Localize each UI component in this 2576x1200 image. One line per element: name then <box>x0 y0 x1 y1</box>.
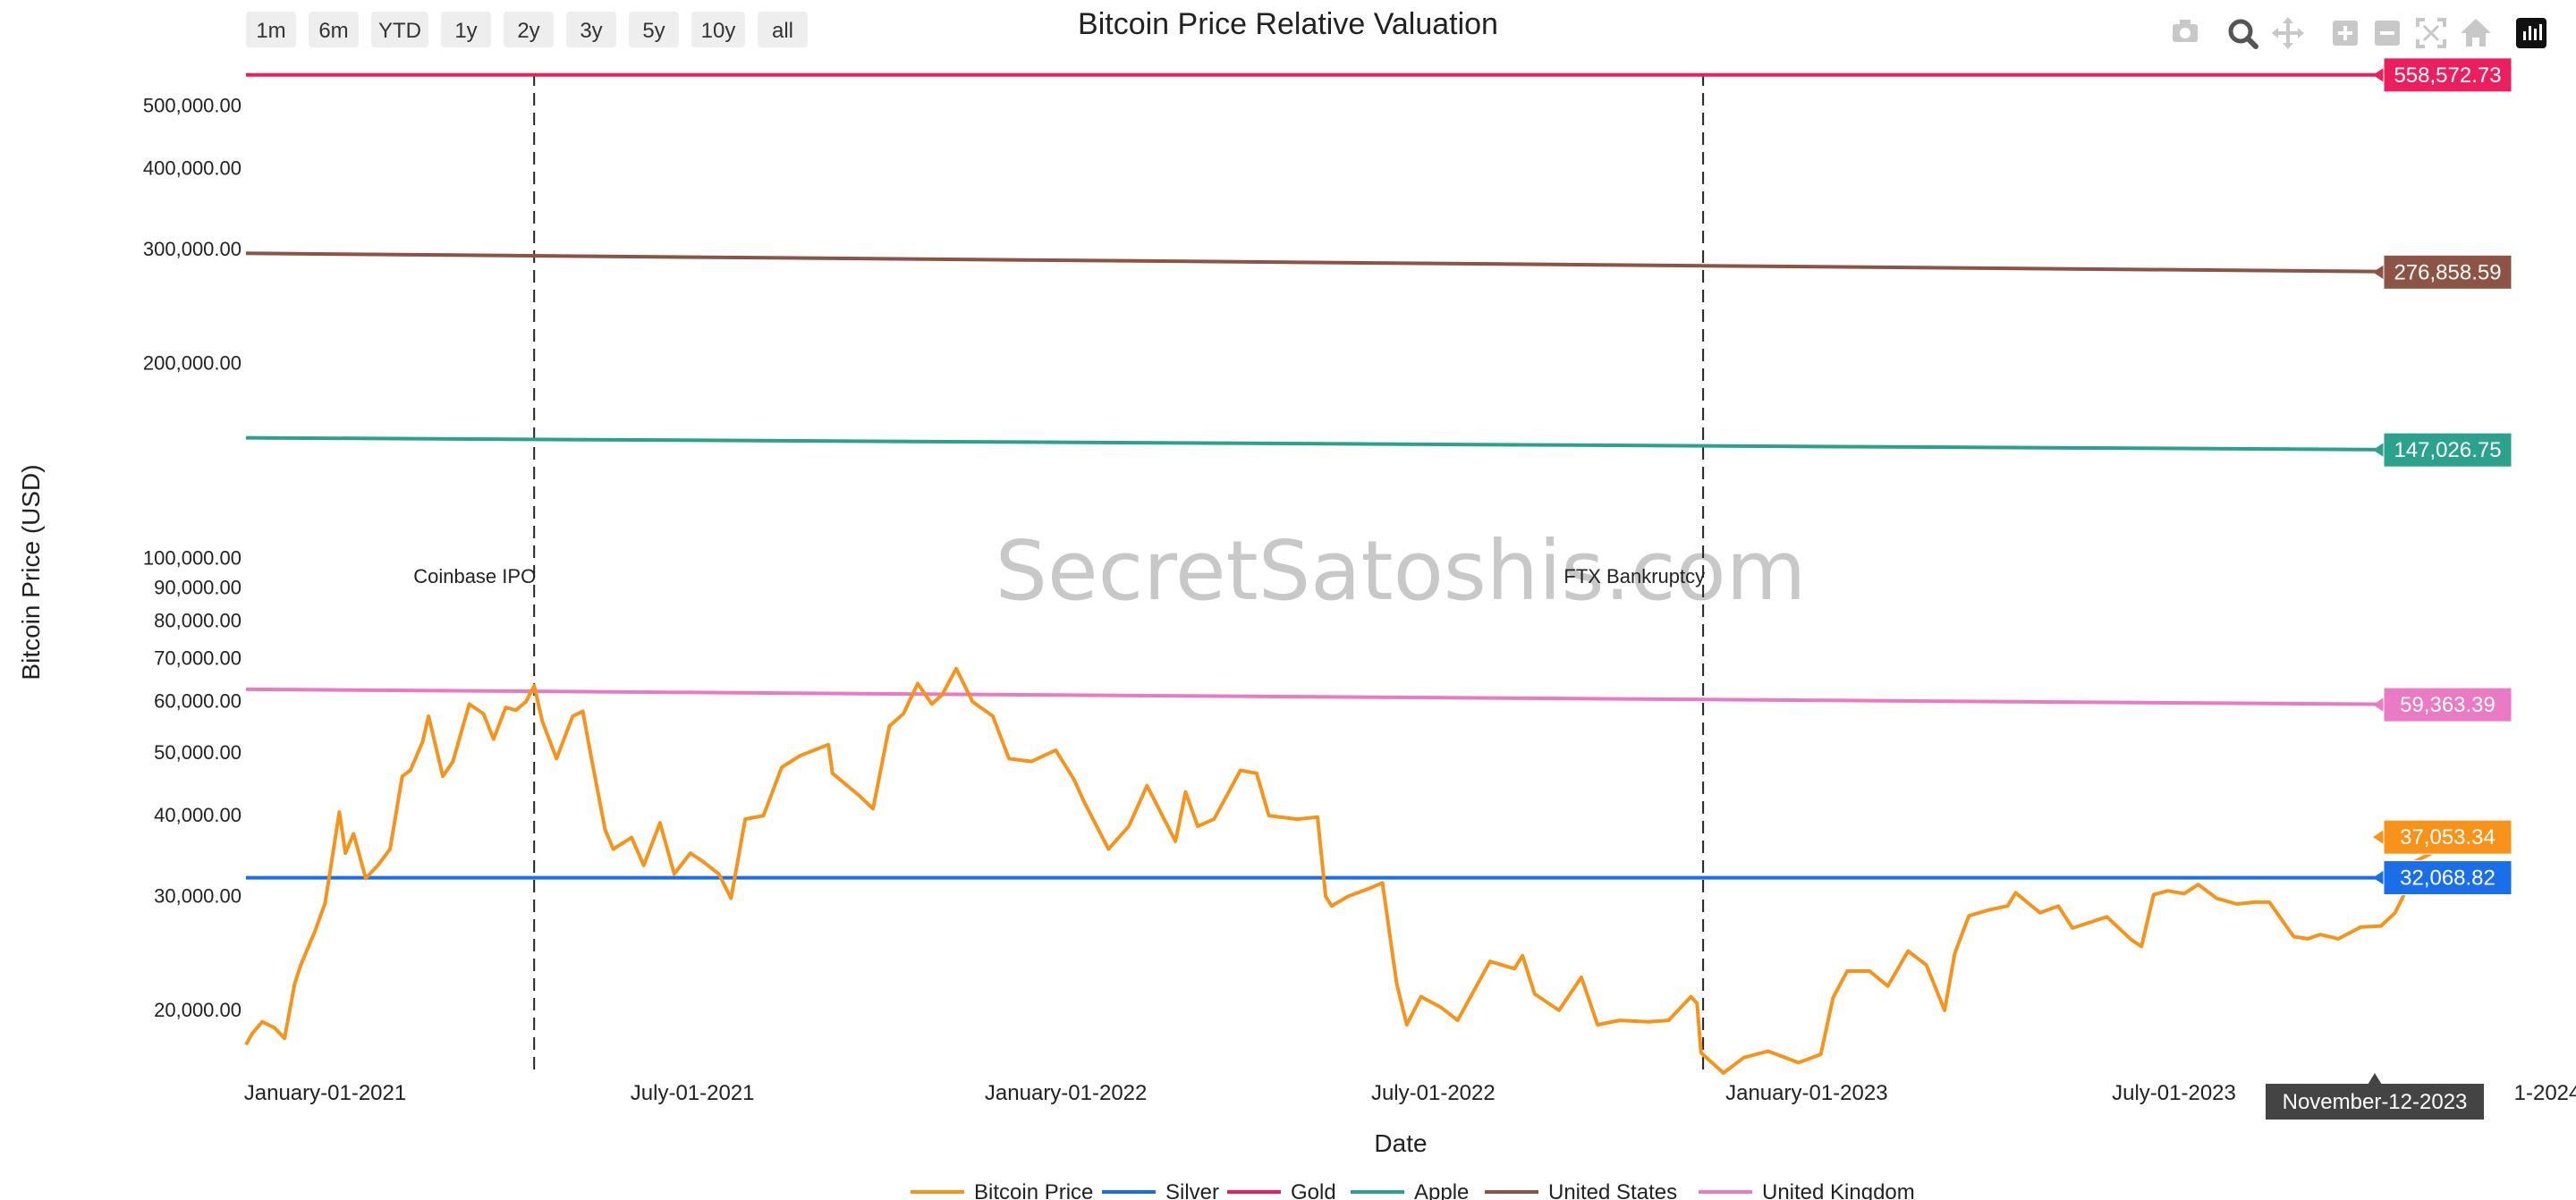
range-button-label: 2y <box>517 19 539 43</box>
value-label-gold: 558,572.73 <box>2373 57 2512 93</box>
y-tick-label: 200,000.00 <box>143 351 242 374</box>
series-lines <box>244 72 2447 1075</box>
value-label-united-kingdom: 59,363.39 <box>2373 687 2512 723</box>
x-tick-label: January-01-2022 <box>985 1081 1147 1105</box>
legend-label: Silver <box>1165 1180 1219 1200</box>
zoom-icon[interactable] <box>2228 19 2258 49</box>
y-tick-label: 40,000.00 <box>154 804 242 826</box>
event-annotations: Coinbase IPO FTX Bankruptcy <box>413 73 1705 1073</box>
x-axis: January-01-2021 July-01-2021 January-01-20… <box>244 1081 2576 1105</box>
range-button-label: 3y <box>580 19 602 43</box>
series-line-bitcoin-price <box>244 666 2447 1075</box>
value-label-text: 59,363.39 <box>2400 693 2496 717</box>
range-button-3y[interactable]: 3y <box>566 12 616 47</box>
legend-item-gold[interactable]: Gold <box>1227 1180 1336 1200</box>
chart-title: Bitcoin Price Relative Valuation <box>1078 7 1498 41</box>
y-axis: 20,000.00 30,000.00 40,000.00 50,000.00 60,0… <box>143 95 242 1021</box>
autoscale-icon[interactable] <box>2416 18 2446 48</box>
pan-icon[interactable] <box>2272 17 2304 49</box>
x-tick-label: July-01-2022 <box>1371 1081 1496 1105</box>
x-tick-label: July-01-2023 <box>2112 1081 2236 1105</box>
series-line-united-kingdom <box>245 687 2446 707</box>
y-tick-label: 100,000.00 <box>143 546 242 569</box>
zoom-out-icon[interactable] <box>2375 21 2400 46</box>
x-axis-title: Date <box>1374 1129 1427 1157</box>
y-tick-label: 400,000.00 <box>143 157 242 180</box>
legend-label: Gold <box>1291 1180 1336 1200</box>
range-selector: 1m 6m YTD 1y 2y 3y 5y 10y all <box>246 12 808 47</box>
range-button-label: YTD <box>378 19 421 43</box>
legend-item-united-states[interactable]: United States <box>1485 1180 1677 1200</box>
legend-label: United States <box>1548 1180 1677 1200</box>
range-button-all[interactable]: all <box>758 12 808 47</box>
y-tick-label: 300,000.00 <box>143 238 242 260</box>
value-label-silver: 32,068.82 <box>2373 860 2512 896</box>
y-tick-label: 70,000.00 <box>154 646 242 669</box>
legend-item-silver[interactable]: Silver <box>1102 1180 1219 1200</box>
legend-item-apple[interactable]: Apple <box>1351 1180 1469 1200</box>
legend-label: United Kingdom <box>1762 1180 1915 1200</box>
x-tick-label: January-01-2021 <box>244 1081 406 1105</box>
modebar <box>2173 17 2546 49</box>
range-button-label: all <box>772 19 793 43</box>
value-label-text: 276,858.59 <box>2394 260 2501 284</box>
range-button-1m[interactable]: 1m <box>246 12 296 47</box>
range-button-label: 10y <box>701 19 736 43</box>
legend-label: Bitcoin Price <box>974 1180 1093 1200</box>
y-tick-label: 30,000.00 <box>154 885 242 908</box>
range-button-label: 1y <box>454 19 477 43</box>
range-button-2y[interactable]: 2y <box>504 12 554 47</box>
range-button-label: 6m <box>318 19 348 43</box>
y-axis-title: Bitcoin Price (USD) <box>17 464 45 680</box>
legend-label: Apple <box>1414 1180 1469 1200</box>
series-line-apple <box>245 435 2446 452</box>
x-tick-label: July-01-2021 <box>631 1081 755 1105</box>
value-label-apple: 147,026.75 <box>2373 432 2512 468</box>
range-button-10y[interactable]: 10y <box>691 12 745 47</box>
legend-item-bitcoin-price[interactable]: Bitcoin Price <box>911 1180 1093 1200</box>
range-button-5y[interactable]: 5y <box>629 12 679 47</box>
legend-item-united-kingdom[interactable]: United Kingdom <box>1699 1180 1915 1200</box>
range-button-ytd[interactable]: YTD <box>371 12 428 47</box>
series-line-united-states <box>245 251 2446 275</box>
camera-icon[interactable] <box>2173 20 2198 42</box>
range-button-label: 5y <box>642 19 665 43</box>
y-tick-label: 50,000.00 <box>154 741 242 764</box>
range-button-6m[interactable]: 6m <box>309 12 359 47</box>
y-tick-label: 500,000.00 <box>143 95 242 117</box>
hover-x-text: November-12-2023 <box>2283 1090 2468 1114</box>
value-label-text: 32,068.82 <box>2400 866 2496 891</box>
y-tick-label: 80,000.00 <box>154 609 242 631</box>
reset-axes-icon[interactable] <box>2461 19 2491 46</box>
annotation-label: Coinbase IPO <box>413 565 536 587</box>
x-tick-label: January-01-2023 <box>1725 1081 1887 1105</box>
watermark: SecretSatoshis.com <box>996 523 1807 619</box>
value-label-text: 37,053.34 <box>2400 825 2496 849</box>
y-tick-label: 90,000.00 <box>154 576 242 598</box>
value-label-text: 147,026.75 <box>2394 438 2501 462</box>
range-button-1y[interactable]: 1y <box>441 12 491 47</box>
plotly-logo-icon[interactable] <box>2516 18 2546 48</box>
hover-x-label: November-12-2023 <box>2266 1073 2484 1120</box>
x-tick-label: 1-2024 <box>2514 1081 2576 1105</box>
value-label-bitcoin-price: 37,053.34 <box>2373 819 2512 855</box>
value-label-united-states: 276,858.59 <box>2373 254 2512 290</box>
annotation-label: FTX Bankruptcy <box>1563 565 1705 587</box>
y-tick-label: 20,000.00 <box>154 999 242 1021</box>
range-button-label: 1m <box>256 19 285 43</box>
value-labels: 37,053.34 32,068.82 558,572.73 147,026.75 27… <box>2373 57 2512 896</box>
legend: Bitcoin Price Silver Gold Apple United State… <box>911 1180 1915 1200</box>
y-tick-label: 60,000.00 <box>154 690 242 713</box>
value-label-text: 558,572.73 <box>2394 63 2501 88</box>
zoom-in-icon[interactable] <box>2333 21 2358 46</box>
